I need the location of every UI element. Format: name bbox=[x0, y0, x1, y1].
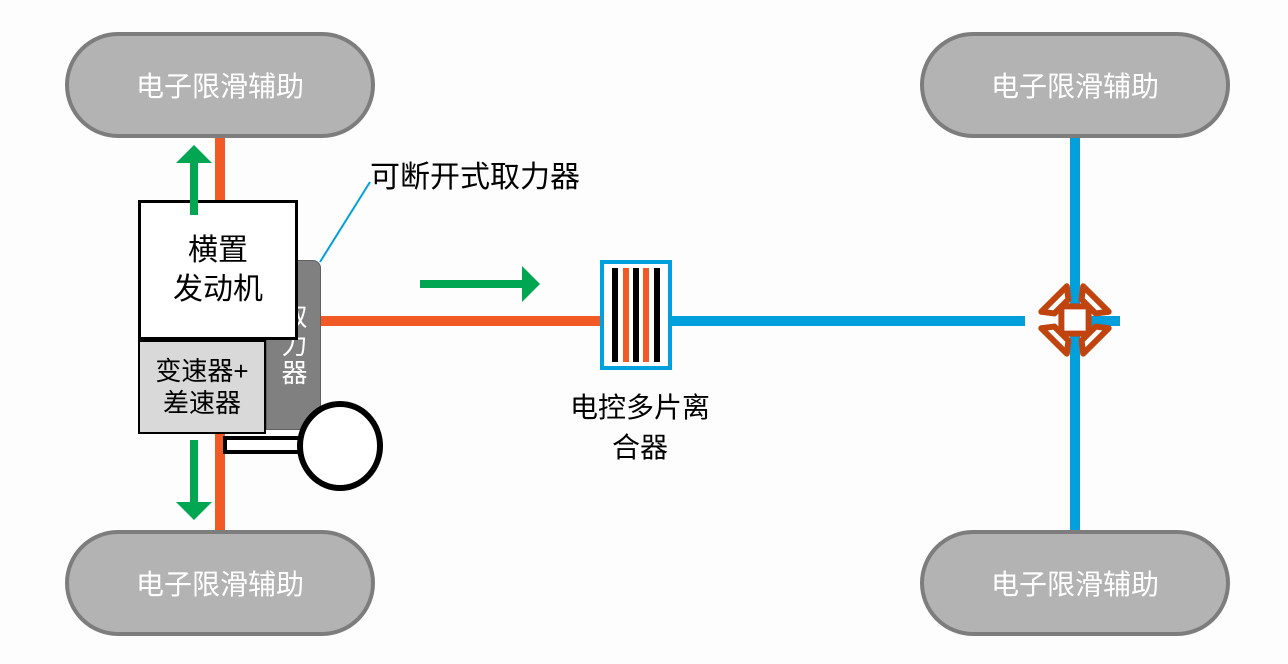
engine-label: 横置 发动机 bbox=[173, 231, 263, 309]
wheel-label: 电子限滑辅助 bbox=[136, 563, 304, 603]
transaxle-box: 变速器+ 差速器 bbox=[138, 340, 266, 434]
clutch-label: 电控多片离 合器 bbox=[565, 386, 715, 466]
rear-left-wheel: 电子限滑辅助 bbox=[920, 32, 1230, 138]
pto-annotation-label: 可断开式取力器 bbox=[370, 152, 580, 196]
rear-right-wheel: 电子限滑辅助 bbox=[920, 530, 1230, 636]
clutch-box bbox=[600, 260, 672, 370]
wheel-label: 电子限滑辅助 bbox=[136, 65, 304, 105]
wheel-label: 电子限滑辅助 bbox=[991, 563, 1159, 603]
clutch-stripe bbox=[643, 268, 649, 362]
transaxle-label: 变速器+ 差速器 bbox=[155, 355, 248, 420]
clutch-stripe bbox=[633, 268, 639, 362]
clutch-stripe bbox=[654, 268, 660, 362]
engine-box: 横置 发动机 bbox=[138, 200, 298, 340]
wheel-label: 电子限滑辅助 bbox=[991, 65, 1159, 105]
front-right-wheel: 电子限滑辅助 bbox=[65, 530, 375, 636]
drivetrain-diagram: { "canvas": { "width": 1288, "height": 6… bbox=[0, 0, 1288, 664]
front-left-wheel: 电子限滑辅助 bbox=[65, 32, 375, 138]
clutch-stripe bbox=[612, 268, 618, 362]
propshaft-front-line bbox=[318, 316, 608, 326]
propshaft-mid-line bbox=[670, 316, 1025, 326]
clutch-stripe bbox=[623, 268, 629, 362]
